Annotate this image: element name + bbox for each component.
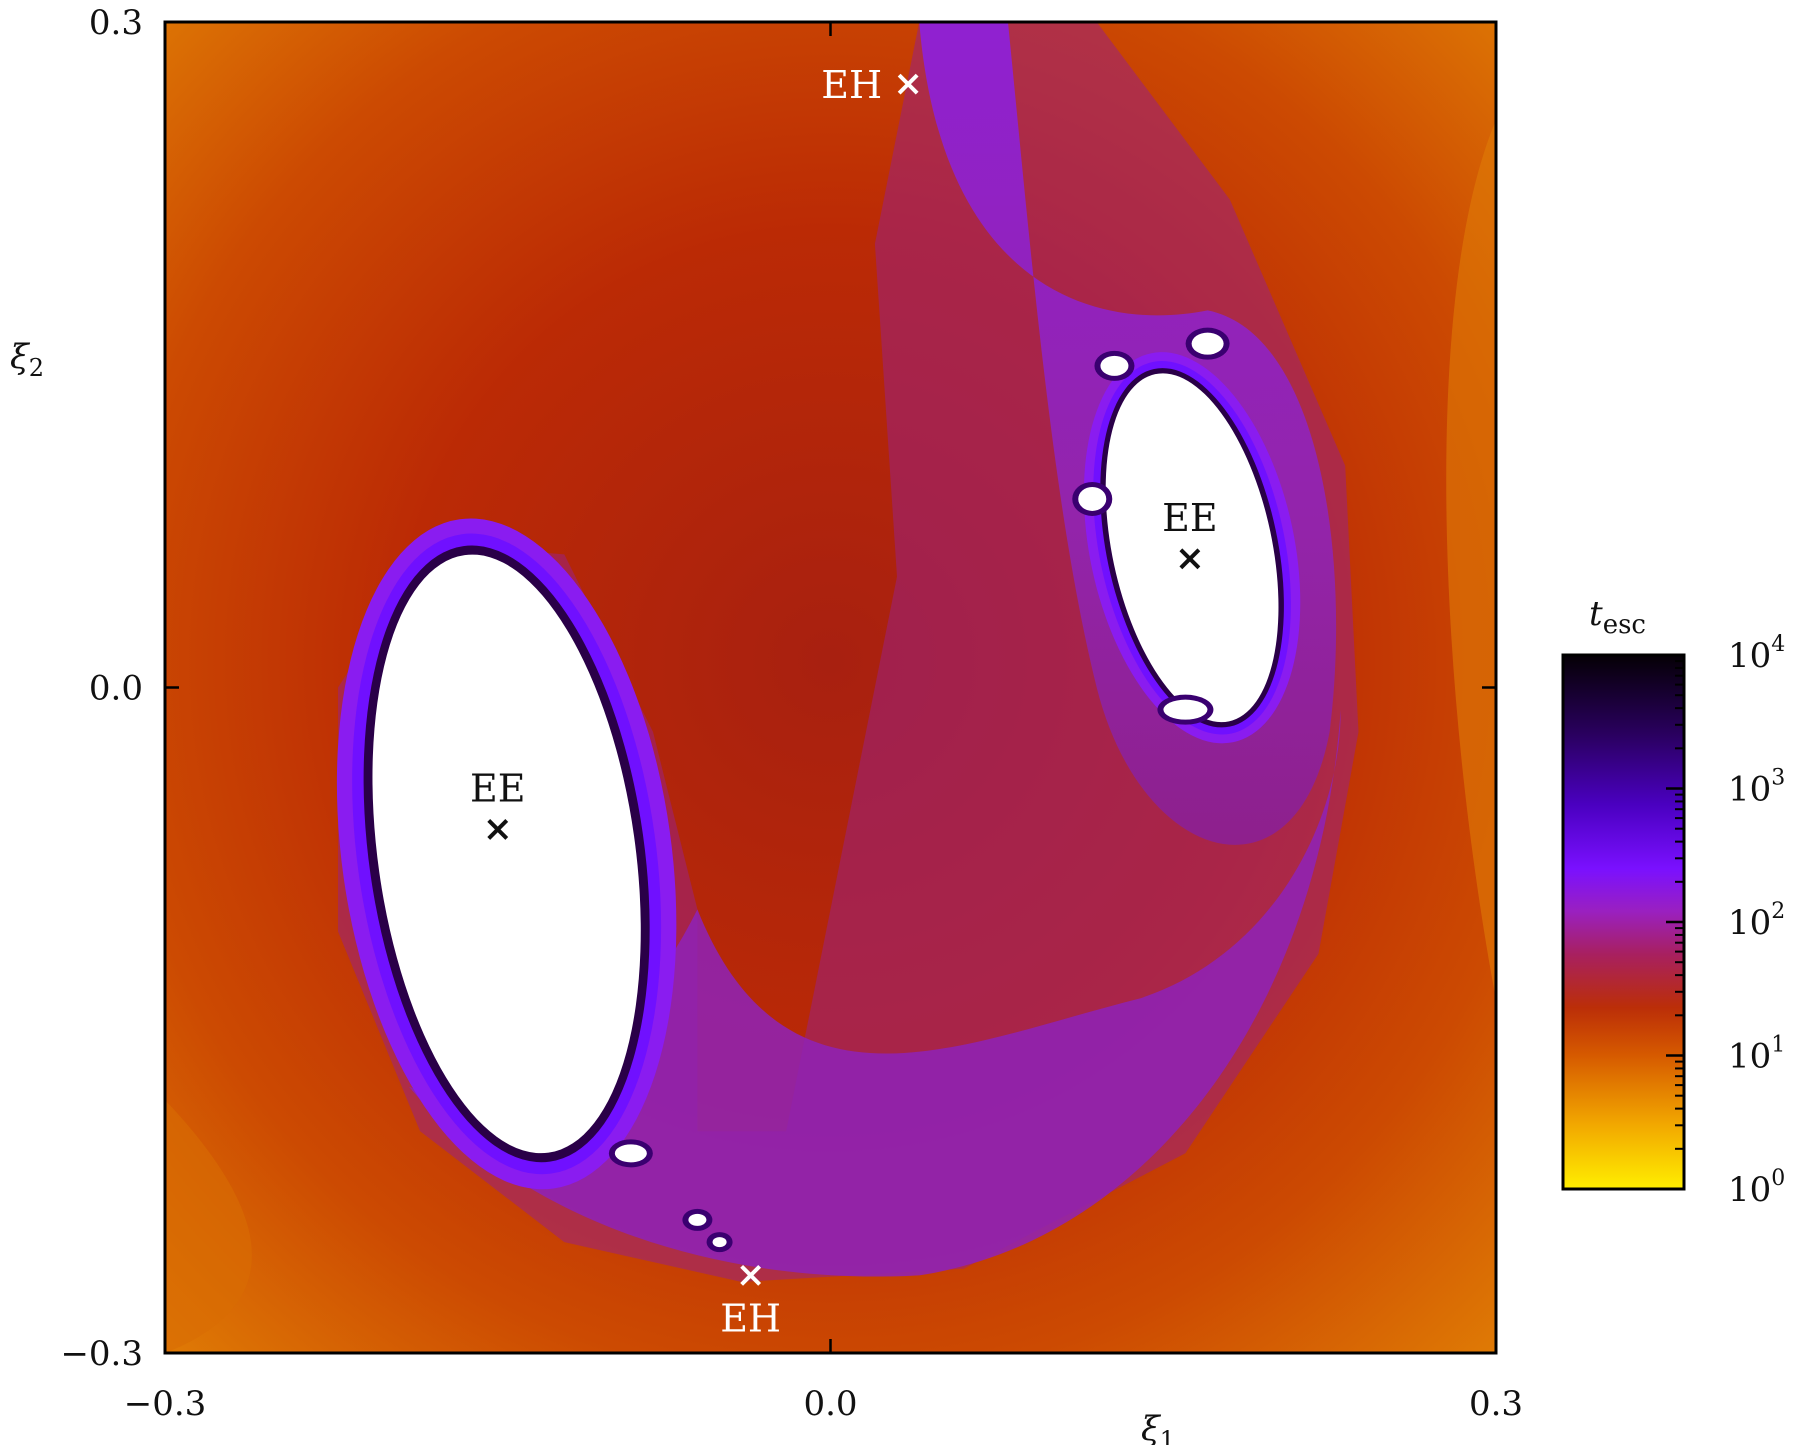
heatmap-band-0 [1446, 120, 1496, 1000]
right-island-core [1105, 373, 1279, 723]
heatmap-band-1 [165, 1100, 252, 1353]
x-tick-label-2: 0.3 [1469, 1384, 1523, 1424]
point-marker-x [487, 819, 509, 840]
annotation-eh-0: EH [821, 63, 919, 107]
colorbar-label-sub: esc [1603, 610, 1646, 640]
colorbar-tick-label-4: 104 [1728, 632, 1785, 676]
resonance-island-5 [688, 1213, 707, 1226]
colorbar-tick-exp: 0 [1771, 1166, 1785, 1191]
resonance-island-2 [1078, 486, 1107, 511]
colorbar-tick-base: 10 [1728, 903, 1771, 943]
y-tick-label-0: −0.3 [60, 1334, 143, 1374]
annotations: EH EH EE EE [470, 63, 1218, 1340]
annotation-label: EE [470, 766, 525, 810]
y-axis-label-sub: 2 [29, 354, 44, 382]
resonance-island-0 [1100, 355, 1129, 376]
resonance-island-1 [1191, 332, 1224, 355]
colorbar-tick-base: 10 [1728, 770, 1771, 810]
axes: −0.3 0.0 0.3 −0.3 0.0 0.3 ξ1 ξ2 [10, 3, 1523, 1445]
y-tick-label-2: 0.3 [89, 3, 143, 43]
x-tick-label-0: −0.3 [124, 1384, 207, 1424]
colorbar-tick-label-3: 103 [1728, 766, 1785, 810]
colorbar-gradient [1561, 653, 1686, 1191]
colorbar-tick-base: 10 [1728, 636, 1771, 676]
point-marker-x [897, 73, 919, 95]
chaotic-sea-lower [409, 709, 1341, 1277]
left-island-core [372, 554, 641, 1154]
x-axis-label: ξ1 [1141, 1409, 1175, 1445]
heatmap-field [165, 22, 1496, 1353]
colorbar-tick-base: 10 [1728, 1037, 1771, 1077]
annotation-label: EH [720, 1296, 781, 1340]
colorbar-tick-label-0: 100 [1728, 1166, 1785, 1210]
colorbar-tick-exp: 3 [1771, 766, 1785, 791]
colorbar-tick-label-1: 101 [1728, 1033, 1785, 1077]
x-tick-label-1: 0.0 [803, 1384, 857, 1424]
annotation-ee-2: EE [470, 766, 525, 840]
plot-area [163, 20, 1498, 1355]
colorbar-label: tesc [1589, 594, 1646, 640]
point-marker-x [740, 1264, 762, 1286]
annotation-ee-3: EE [1162, 496, 1218, 570]
resonance-island-6 [712, 1237, 727, 1248]
colorbar-tick-base: 10 [1728, 1170, 1771, 1210]
colorbar-tick-exp: 2 [1771, 899, 1785, 924]
annotation-label: EE [1162, 496, 1217, 540]
point-marker-x [1179, 548, 1201, 570]
annotation-eh-1: EH [720, 1264, 781, 1340]
colorbar-tick-exp: 1 [1771, 1033, 1785, 1058]
colorbar-tick-label-2: 102 [1728, 899, 1785, 943]
x-axis-label-sub: 1 [1160, 1426, 1175, 1445]
y-axis-label: ξ2 [10, 337, 44, 382]
resonance-island-3 [1163, 699, 1208, 720]
resonance-island-4 [614, 1144, 647, 1163]
y-tick-label-1: 0.0 [89, 669, 143, 709]
colorbar-tick-exp: 4 [1771, 632, 1785, 657]
annotation-label: EH [821, 63, 882, 107]
